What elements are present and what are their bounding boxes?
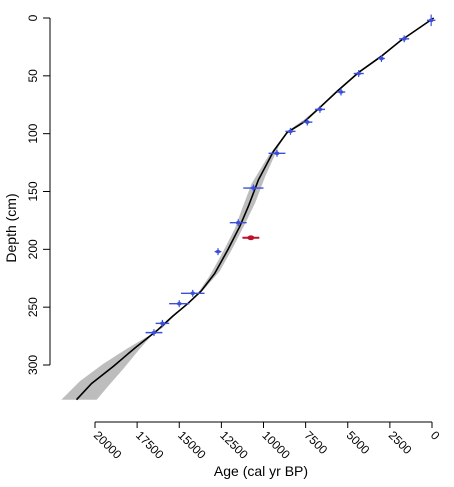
y-tick-label-150: 150 xyxy=(26,181,40,201)
dated-sample-10 xyxy=(243,184,264,192)
dated-sample-12-marker xyxy=(215,249,221,254)
x-axis-title: Age (cal yr BP) xyxy=(214,463,308,479)
dated-sample-14 xyxy=(169,300,190,308)
dated-sample-9 xyxy=(268,149,286,157)
dated-sample-7-marker xyxy=(304,120,310,124)
x-tick-label-10000: 10000 xyxy=(259,428,293,462)
dated-sample-16 xyxy=(145,329,163,337)
model-line-layer xyxy=(75,17,435,401)
dated-sample-5 xyxy=(336,88,346,96)
y-tick-label-100: 100 xyxy=(26,123,40,143)
dated-sample-2-marker xyxy=(401,37,407,41)
x-tick-label-0: 0 xyxy=(428,428,443,443)
dated-sample-16-marker xyxy=(151,330,157,335)
dated-sample-7 xyxy=(302,118,313,126)
dated-sample-1-marker xyxy=(428,18,434,23)
dated-sample-11-marker xyxy=(235,220,241,225)
dated-sample-6 xyxy=(314,105,326,113)
x-tick-label-20000: 20000 xyxy=(91,428,125,462)
dated-sample-15 xyxy=(155,319,170,327)
y-axis-title: Depth (cm) xyxy=(3,193,19,262)
x-axis-ticks: 20000 17500 15000 12500 10000 7500 5000 2500 0 xyxy=(91,422,443,462)
x-tick-label-5000: 5000 xyxy=(344,428,373,457)
dated-sample-1 xyxy=(426,14,436,27)
x-tick-label-2500: 2500 xyxy=(386,428,415,457)
dated-sample-13-marker xyxy=(190,291,196,296)
x-tick-label-17500: 17500 xyxy=(133,428,167,462)
y-tick-label-200: 200 xyxy=(26,239,40,259)
dated-sample-10-marker xyxy=(250,186,256,190)
outlier-sample-1-marker xyxy=(247,235,255,241)
y-axis-ticks: 0 50 100 150 200 250 300 xyxy=(26,14,50,375)
dated-sample-14-marker xyxy=(176,301,182,306)
dated-sample-4 xyxy=(353,70,364,77)
dated-samples-layer xyxy=(145,14,436,337)
y-tick-label-300: 300 xyxy=(26,355,40,375)
dated-sample-12 xyxy=(214,248,222,256)
y-tick-label-250: 250 xyxy=(26,297,40,317)
dated-sample-11 xyxy=(229,219,247,227)
dated-sample-13 xyxy=(180,289,205,297)
dated-sample-3-marker xyxy=(379,56,384,61)
dated-sample-8 xyxy=(285,127,296,135)
dated-sample-9-marker xyxy=(274,151,280,156)
age-depth-model-line xyxy=(75,17,435,401)
dated-sample-2 xyxy=(399,35,410,43)
outlier-sample-1 xyxy=(242,235,260,241)
x-tick-label-7500: 7500 xyxy=(302,428,331,457)
dated-sample-8-marker xyxy=(288,129,293,134)
x-tick-label-12500: 12500 xyxy=(217,428,251,462)
dated-sample-6-marker xyxy=(317,107,323,112)
dated-sample-3 xyxy=(378,55,385,62)
y-tick-label-0: 0 xyxy=(26,14,40,21)
x-tick-label-15000: 15000 xyxy=(175,428,209,462)
y-tick-label-50: 50 xyxy=(26,69,40,83)
dated-sample-5-marker xyxy=(338,90,344,94)
dated-sample-4-marker xyxy=(356,71,362,76)
dated-sample-15-marker xyxy=(160,321,165,326)
